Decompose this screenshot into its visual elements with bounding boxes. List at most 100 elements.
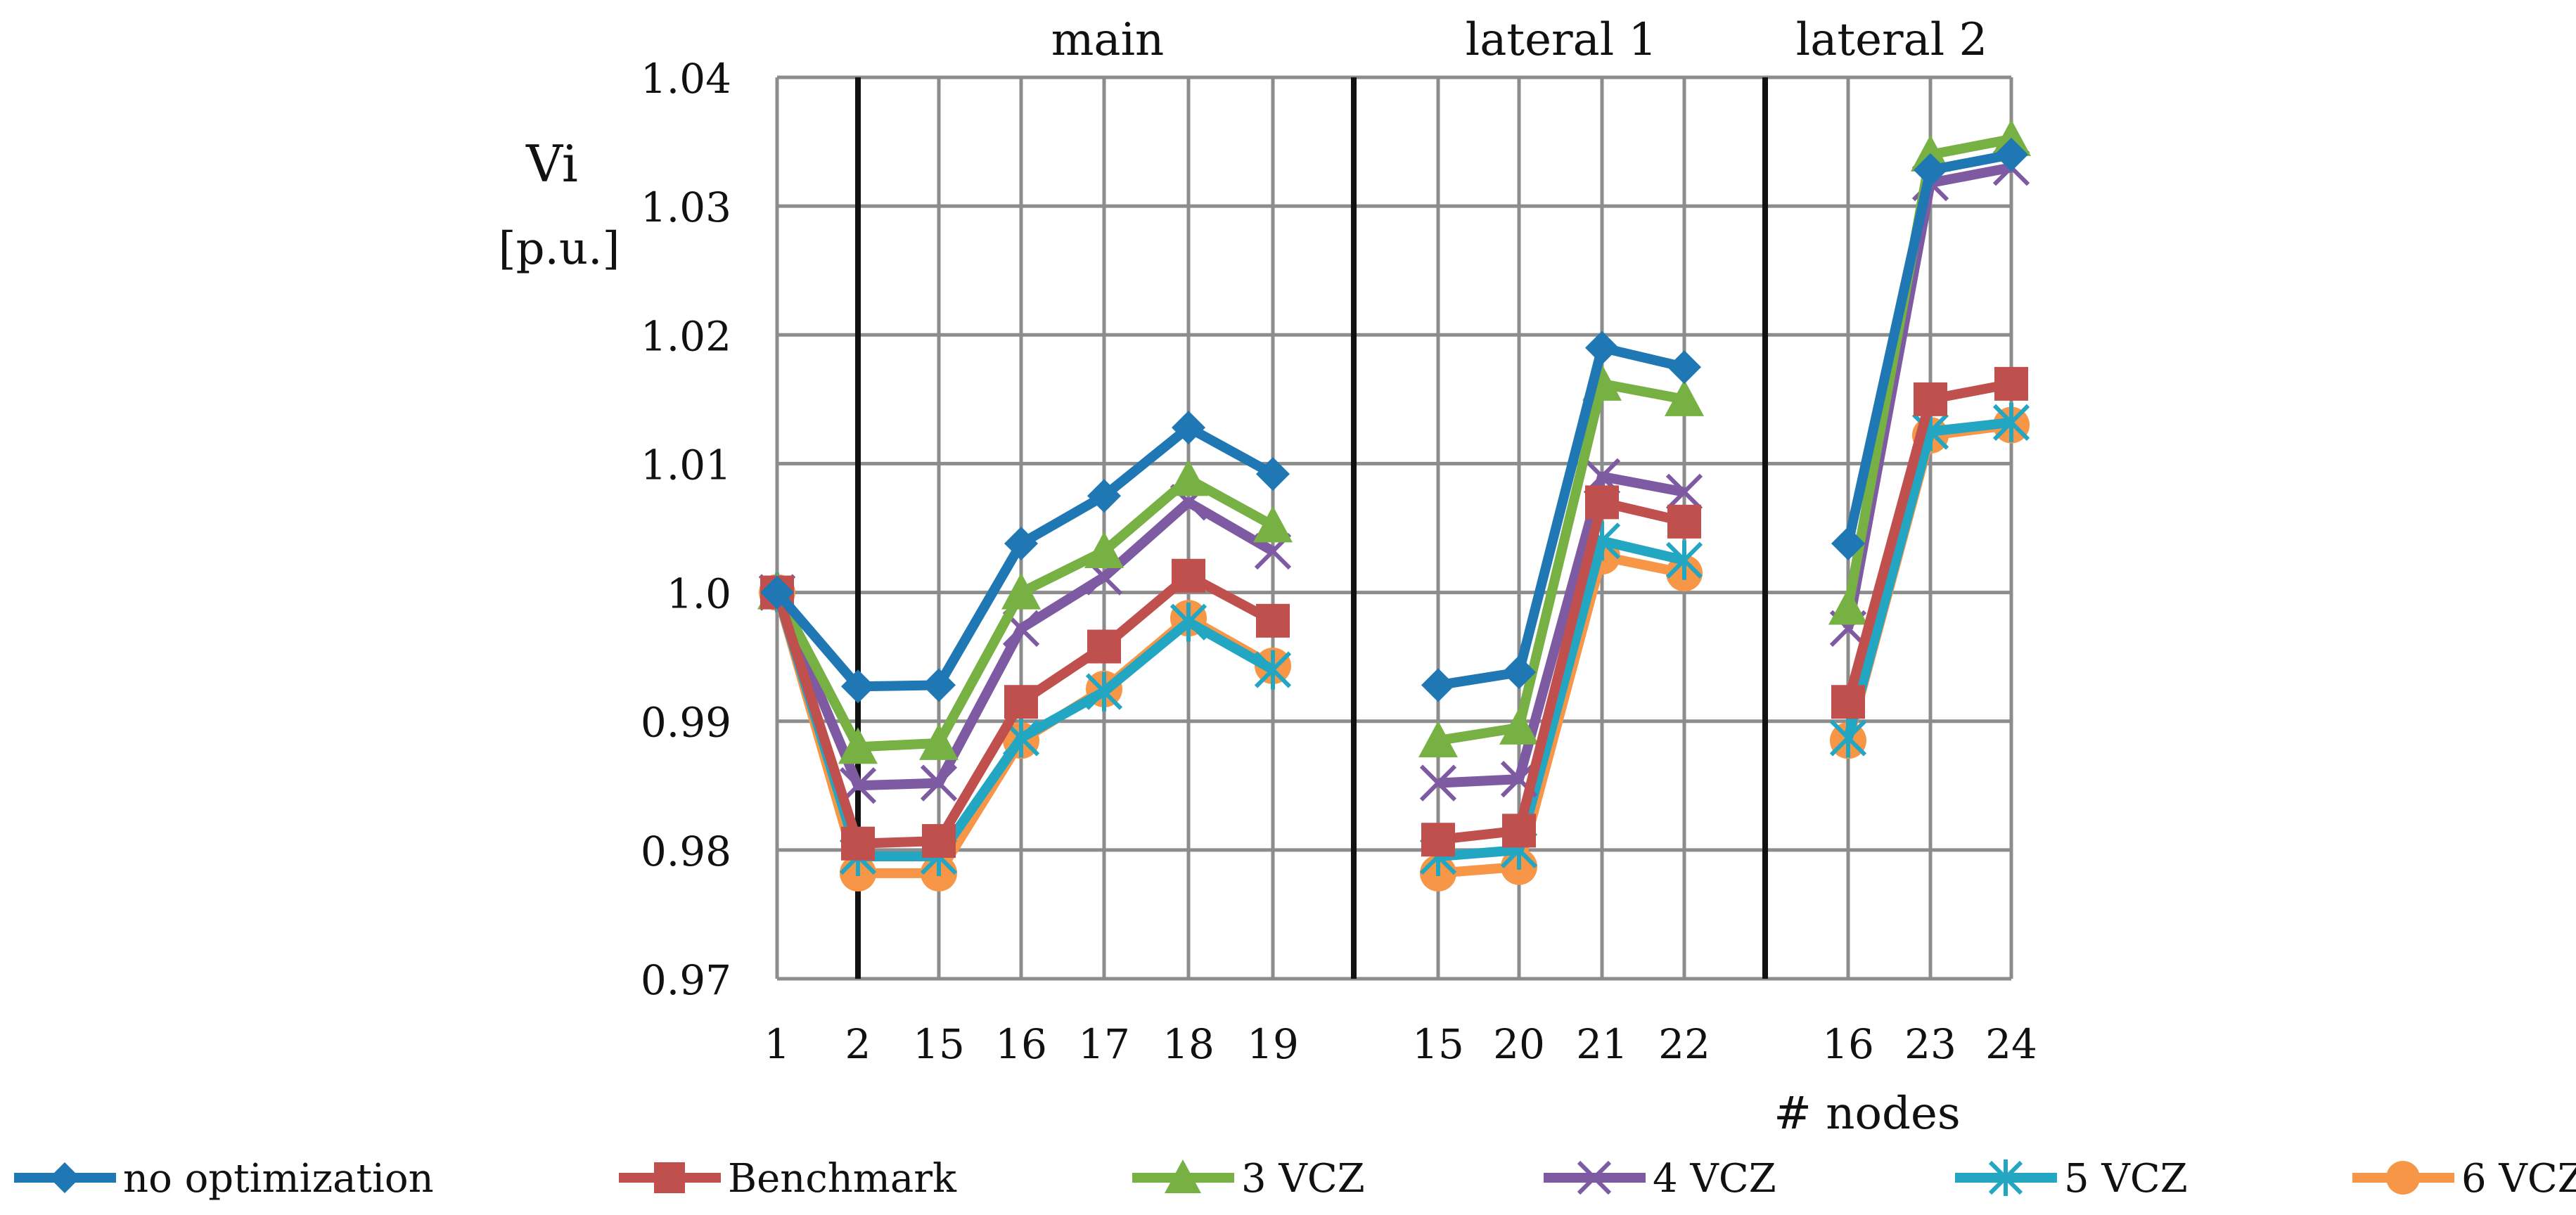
grid [775, 75, 2013, 981]
section-label: lateral 1 [1466, 14, 1658, 66]
data-point [1665, 473, 1703, 510]
x-tick-label: 15 [1412, 1020, 1464, 1068]
data-point [1254, 650, 1292, 690]
x-tick-label: 16 [995, 1020, 1047, 1068]
data-point [2386, 1161, 2420, 1195]
data-point [1165, 1159, 1201, 1193]
legend: no optimization Benchmark 3 VCZ 4 VCZ 5 VCZ 6… [14, 1156, 2576, 1202]
data-point [920, 764, 958, 802]
section-label: lateral 2 [1796, 14, 1988, 66]
data-point [1169, 459, 1208, 496]
section-labels: main lateral 1 lateral 2 [1051, 14, 1988, 66]
data-point [841, 826, 875, 861]
x-tick-label: 22 [1658, 1020, 1710, 1068]
data-point [1577, 1160, 1612, 1195]
legend-label: 4 VCZ [1653, 1156, 1776, 1202]
axes: 0.97 0.98 0.99 1.0 1.01 1.02 1.03 1.04 1 2 15 16 17 1… [641, 55, 2037, 1068]
section-label: main [1051, 14, 1165, 66]
data-point [1172, 558, 1205, 593]
y-tick-label: 1.04 [641, 55, 731, 103]
series-line [1437, 497, 1686, 845]
series [757, 119, 2031, 892]
data-point [1004, 685, 1038, 719]
data-point [1085, 671, 1123, 712]
legend-item: 5 VCZ [1955, 1156, 2188, 1202]
data-point [1667, 350, 1701, 385]
y-tick-label: 1.03 [641, 184, 731, 231]
y-tick-label: 0.99 [641, 699, 731, 747]
data-point [1502, 814, 1536, 848]
x-axis-label: # nodes [1774, 1088, 1960, 1140]
data-point [1994, 366, 2028, 401]
data-point [1994, 137, 2028, 172]
series-3-vcz [757, 119, 2031, 764]
data-point [1665, 379, 1704, 416]
y-tick-label: 0.98 [641, 828, 731, 875]
legend-item: 6 VCZ [2352, 1156, 2576, 1202]
y-tick-label: 1.0 [667, 570, 731, 618]
y-axis-unit-label: [p.u.] [499, 223, 620, 275]
x-tick-label: 2 [845, 1020, 871, 1068]
data-point [654, 1162, 685, 1193]
series-no-optimization [760, 137, 2028, 704]
data-point [1585, 485, 1619, 520]
data-point [922, 824, 956, 859]
x-tick-label: 23 [1904, 1020, 1956, 1068]
series-line [1437, 551, 1686, 878]
data-point [760, 575, 794, 610]
data-point [49, 1162, 80, 1193]
legend-label: 3 VCZ [1241, 1156, 1365, 1202]
data-point [1418, 721, 1458, 758]
data-point [1421, 823, 1455, 857]
data-point [1665, 540, 1703, 580]
y-tick-label: 1.01 [641, 441, 731, 489]
x-tick-label: 16 [1822, 1020, 1874, 1068]
y-axis-label: Vi [525, 134, 578, 193]
data-point [1172, 411, 1205, 445]
data-point [1087, 479, 1121, 513]
x-tick-label: 19 [1247, 1020, 1299, 1068]
data-point [1499, 707, 1539, 745]
data-point [1170, 602, 1207, 642]
data-point [1831, 685, 1865, 719]
data-point [838, 727, 878, 764]
data-point [1253, 506, 1293, 543]
data-point [1084, 531, 1124, 568]
data-point [1087, 629, 1121, 664]
x-tick-label: 1 [764, 1020, 790, 1068]
axis-labels: Vi [p.u.] # nodes [499, 134, 1961, 1140]
data-point [1001, 572, 1041, 610]
data-point [922, 668, 956, 702]
data-point [919, 723, 959, 760]
data-point [1502, 655, 1536, 690]
data-point [1992, 402, 2030, 442]
legend-item: 3 VCZ [1132, 1156, 1365, 1202]
data-point [1585, 330, 1619, 365]
data-point [1914, 382, 1947, 416]
series-line [773, 423, 1276, 692]
x-tick-label: 24 [1985, 1020, 2037, 1068]
y-tick-label: 1.02 [641, 312, 731, 360]
series-line [1437, 471, 1686, 788]
data-point [841, 669, 875, 704]
data-point [1667, 504, 1701, 539]
legend-item: 4 VCZ [1544, 1156, 1776, 1202]
series-line [1437, 536, 1686, 861]
y-tick-label: 0.97 [641, 956, 731, 1004]
legend-label: 5 VCZ [2064, 1156, 2188, 1202]
series-line [1437, 342, 1686, 690]
x-tick-label: 21 [1576, 1020, 1628, 1068]
x-tick-label: 20 [1493, 1020, 1545, 1068]
data-point [1421, 668, 1455, 702]
series-line [1437, 378, 1686, 746]
legend-label: no optimization [123, 1156, 434, 1202]
x-tick-label: 18 [1162, 1020, 1215, 1068]
data-point [1004, 526, 1038, 560]
x-tick-label: 15 [913, 1020, 965, 1068]
data-point [1256, 603, 1290, 638]
data-point [1256, 457, 1290, 491]
data-point [1829, 718, 1867, 758]
data-point [1419, 764, 1457, 802]
legend-label: Benchmark [728, 1156, 957, 1202]
data-point [1914, 153, 1947, 187]
